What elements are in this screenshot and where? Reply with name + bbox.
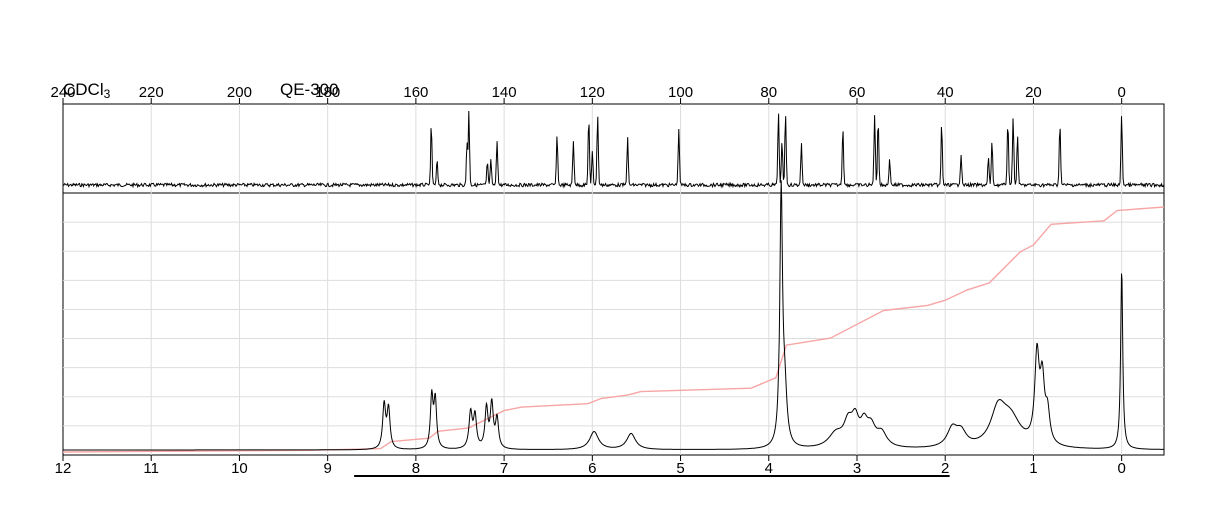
bottom-axis-label: 11 — [143, 460, 159, 477]
top-axis-label: 20 — [1025, 84, 1042, 101]
top-axis-label: 60 — [849, 84, 866, 101]
spectrum-svg — [0, 0, 1224, 528]
top-axis-label: 120 — [580, 84, 605, 101]
top-axis-label: 0 — [1117, 84, 1125, 101]
top-axis-label: 160 — [403, 84, 428, 101]
bottom-axis-label: 6 — [588, 460, 596, 477]
bottom-axis-label: 1 — [1029, 460, 1037, 477]
bottom-axis-label: 7 — [500, 460, 508, 477]
top-axis-label: 140 — [492, 84, 517, 101]
top-axis-label: 200 — [227, 84, 252, 101]
top-axis-label: 100 — [668, 84, 693, 101]
top-axis-label: 80 — [760, 84, 777, 101]
bottom-axis-label: 0 — [1117, 460, 1125, 477]
top-axis-label: 240 — [50, 84, 75, 101]
bottom-axis-label: 2 — [941, 460, 949, 477]
solvent-sub: 3 — [104, 87, 111, 101]
bottom-axis-label: 10 — [231, 460, 248, 477]
bottom-axis-label: 4 — [765, 460, 773, 477]
nmr-stacked-spectrum: CDCl3 QE-300 240220200180160140120100806… — [0, 0, 1224, 528]
bottom-axis-label: 5 — [676, 460, 684, 477]
bottom-axis-label: 12 — [55, 460, 72, 477]
bottom-axis-label: 9 — [323, 460, 331, 477]
top-axis-label: 180 — [315, 84, 340, 101]
bottom-axis-label: 8 — [412, 460, 420, 477]
top-axis-label: 40 — [937, 84, 954, 101]
bottom-axis-label: 3 — [853, 460, 861, 477]
top-axis-label: 220 — [139, 84, 164, 101]
